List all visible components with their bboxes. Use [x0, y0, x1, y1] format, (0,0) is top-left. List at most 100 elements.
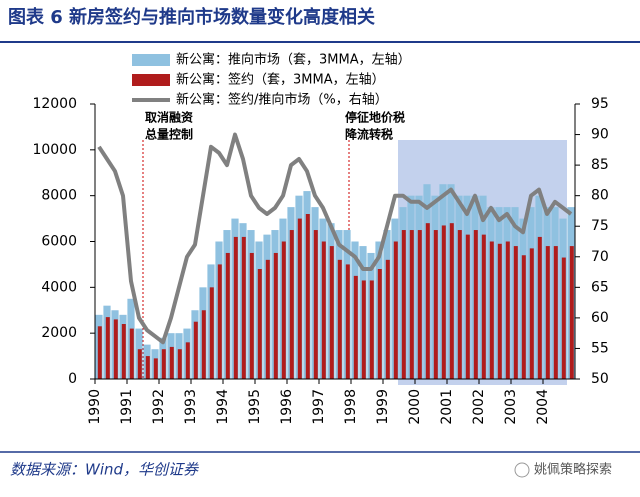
bar [393, 241, 398, 379]
bar [425, 223, 430, 379]
x-tick-label: 2001 [439, 389, 455, 425]
bar [161, 349, 166, 379]
bar [233, 236, 238, 379]
bar [177, 349, 182, 379]
bar [449, 223, 454, 379]
x-tick-label: 2002 [471, 389, 487, 425]
bar [137, 349, 142, 379]
bar [441, 225, 446, 379]
bar [529, 248, 534, 379]
x-tick-label: 1991 [119, 389, 135, 425]
annotation: 取消融资 [145, 110, 193, 125]
bar [513, 246, 518, 379]
x-tick-label: 1998 [343, 389, 359, 425]
bar [489, 241, 494, 379]
bar [361, 280, 366, 379]
bar [369, 280, 374, 379]
bar [129, 328, 134, 379]
bar [345, 264, 350, 379]
y2-tick-label: 85 [591, 157, 609, 173]
bar [201, 310, 206, 379]
bar [321, 241, 326, 379]
bar [257, 269, 262, 379]
bar [569, 246, 574, 379]
bar [353, 275, 358, 379]
bar [385, 259, 390, 379]
bar [457, 230, 462, 379]
ratio-line [97, 132, 573, 345]
bar [409, 230, 414, 379]
bar [225, 252, 230, 379]
x-tick-label: 2004 [535, 389, 551, 425]
bar [193, 321, 198, 379]
bar [377, 269, 382, 379]
bar [417, 230, 422, 379]
bar [153, 358, 158, 379]
bar [281, 241, 286, 379]
bar [97, 326, 102, 379]
watermark: 姚佩策略探索 [534, 462, 612, 478]
bar [497, 243, 502, 379]
legend-label: 新公寓：签约/推向市场（%，右轴） [176, 92, 388, 108]
bar [241, 236, 246, 379]
y2-tick-label: 55 [591, 340, 609, 356]
bar [561, 257, 566, 379]
watermark-icon [514, 462, 530, 478]
bar [145, 356, 150, 379]
bar [473, 230, 478, 379]
y2-tick-label: 50 [591, 371, 609, 387]
y2-tick-label: 60 [591, 310, 609, 326]
bar [121, 324, 126, 379]
bar [305, 214, 310, 379]
bar [337, 259, 342, 379]
y-tick-label: 8000 [41, 188, 77, 204]
bar [537, 236, 542, 379]
bar [105, 317, 110, 379]
bar [265, 259, 270, 379]
bar [249, 252, 254, 379]
bar [521, 255, 526, 379]
x-tick-label: 1997 [311, 389, 327, 425]
x-tick-label: 1996 [279, 389, 295, 425]
bar [289, 230, 294, 379]
x-tick-label: 1994 [215, 389, 231, 425]
annotation: 降流转税 [345, 127, 393, 142]
y2-tick-label: 65 [591, 279, 609, 295]
y2-tick-label: 90 [591, 127, 609, 143]
bar [313, 230, 318, 379]
legend-label: 新公寓：推向市场（套，3MMA，左轴） [176, 52, 411, 68]
legend-label: 新公寓：签约（套，3MMA，左轴） [176, 72, 385, 88]
y-tick-label: 6000 [41, 234, 77, 250]
bar [185, 342, 190, 379]
y2-tick-label: 95 [591, 96, 609, 112]
annotation: 停征地价税 [345, 110, 405, 125]
bar [329, 246, 334, 379]
legend-swatch [132, 74, 170, 86]
bar [209, 287, 214, 379]
bar [297, 218, 302, 379]
y2-tick-label: 70 [591, 249, 609, 265]
bar [401, 230, 406, 379]
x-tick-label: 1992 [151, 389, 167, 425]
source: 数据来源：Wind，华创证券 [10, 461, 199, 479]
y-tick-label: 12000 [32, 96, 77, 112]
x-tick-label: 1993 [183, 389, 199, 425]
y2-tick-label: 75 [591, 218, 609, 234]
x-tick-label: 2003 [503, 389, 519, 425]
bar [433, 230, 438, 379]
bar [113, 319, 118, 379]
annotation: 总量控制 [145, 127, 193, 142]
bar [505, 241, 510, 379]
x-tick-label: 1999 [375, 389, 391, 425]
y-tick-label: 10000 [32, 142, 77, 158]
x-tick-label: 1990 [87, 389, 103, 425]
bar [545, 246, 550, 379]
y-tick-label: 2000 [41, 325, 77, 341]
y-tick-label: 4000 [41, 279, 77, 295]
x-tick-label: 1995 [247, 389, 263, 425]
bar [481, 234, 486, 379]
bar [273, 252, 278, 379]
bar [553, 246, 558, 379]
bar [169, 346, 174, 379]
